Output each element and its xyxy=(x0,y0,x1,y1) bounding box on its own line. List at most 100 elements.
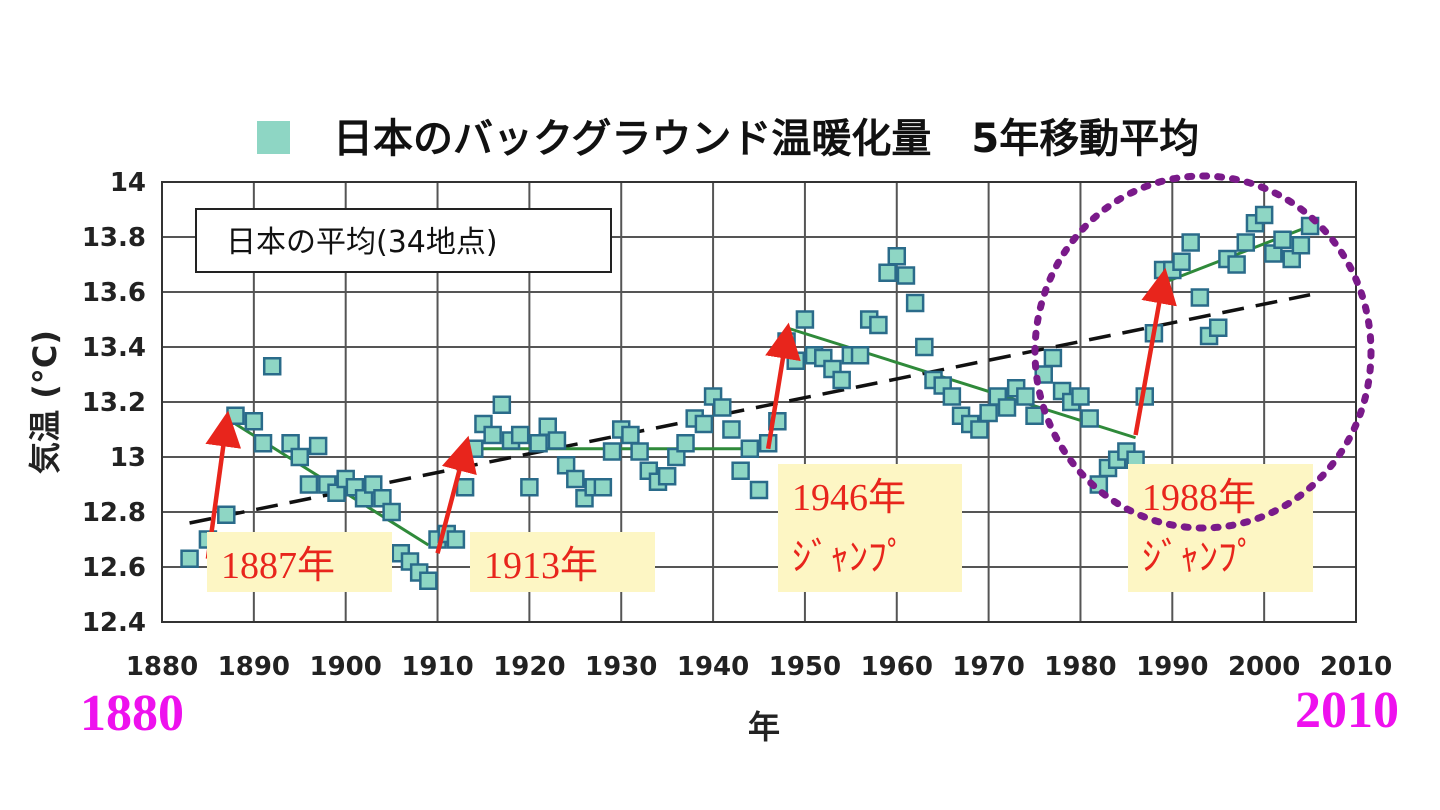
data-point xyxy=(1043,348,1063,368)
data-point xyxy=(1080,409,1099,428)
data-point xyxy=(465,439,484,458)
data-point xyxy=(602,442,622,461)
data-point xyxy=(1071,387,1090,406)
y-tick-label: 13.2 xyxy=(82,388,146,418)
data-point xyxy=(1208,318,1228,337)
data-point xyxy=(308,436,328,456)
highlight-circle xyxy=(1031,172,1375,532)
data-point xyxy=(547,431,567,450)
data-point xyxy=(630,442,649,461)
jump-arrow xyxy=(765,322,801,450)
data-point xyxy=(1236,233,1256,252)
x-tick-label: 1920 xyxy=(493,652,565,682)
data-point xyxy=(749,480,769,500)
x-tick-label: 1910 xyxy=(401,652,473,682)
y-tick-label: 13.4 xyxy=(82,333,146,363)
data-point xyxy=(896,266,916,285)
data-point xyxy=(713,398,732,417)
data-point xyxy=(1273,230,1292,249)
legend-marker xyxy=(257,121,290,154)
data-point xyxy=(483,425,502,445)
plot-frame xyxy=(161,181,1357,623)
y-tick-label: 13.8 xyxy=(82,223,146,253)
y-axis-label: 気温 (°C) xyxy=(26,330,64,474)
x-tick-label: 1950 xyxy=(769,652,841,682)
annotation-label: ｼﾞｬﾝﾌﾟ xyxy=(792,537,906,579)
data-point xyxy=(510,425,530,445)
data-point xyxy=(621,425,640,445)
y-tick-label: 13.6 xyxy=(82,278,146,308)
x-tick-label: 1900 xyxy=(310,652,382,682)
x-tick-label: 1880 xyxy=(126,652,198,682)
inset-label: 日本の平均(34地点) xyxy=(226,225,498,260)
annotation-label: 1988年 xyxy=(1142,477,1256,519)
x-axis-label: 年 xyxy=(748,708,780,746)
annotation-label-box xyxy=(778,464,962,592)
jump-arrow xyxy=(435,435,477,554)
data-point xyxy=(1190,288,1210,307)
x-tick-label: 1990 xyxy=(1136,652,1208,682)
data-point xyxy=(997,398,1017,417)
y-tick-label: 14 xyxy=(110,168,146,198)
data-point xyxy=(520,478,539,497)
data-point xyxy=(226,406,245,425)
data-point xyxy=(942,387,962,406)
y-tick-label: 12.6 xyxy=(82,553,146,583)
data-point xyxy=(529,434,548,453)
data-point xyxy=(419,571,438,590)
data-point xyxy=(1025,406,1044,425)
x-tick-label: 1980 xyxy=(1044,652,1116,682)
data-point xyxy=(566,469,585,489)
right-year-label: 2010 xyxy=(1295,682,1399,739)
data-point xyxy=(694,414,714,434)
data-point xyxy=(850,346,870,365)
y-tick-label: 13 xyxy=(110,443,146,473)
data-point xyxy=(1016,387,1035,406)
data-point xyxy=(676,434,695,453)
data-point xyxy=(731,461,750,480)
y-tick-label: 12.8 xyxy=(82,498,146,528)
left-year-label: 1880 xyxy=(80,685,184,742)
annotation-label-box xyxy=(470,532,655,592)
x-tick-label: 1930 xyxy=(585,652,657,682)
annotation-label: ｼﾞｬﾝﾌﾟ xyxy=(1142,537,1256,579)
data-point xyxy=(722,420,741,439)
x-tick-label: 2010 xyxy=(1320,652,1392,682)
x-tick-label: 2000 xyxy=(1228,652,1300,682)
y-tick-labels: 12.4 12.6 12.8 13 13.2 13.4 13.6 13.8 14 xyxy=(82,168,146,638)
data-point xyxy=(492,395,512,414)
data-point xyxy=(979,403,998,423)
data-point xyxy=(382,502,401,522)
data-point xyxy=(299,475,319,494)
x-tick-label: 1890 xyxy=(218,652,290,682)
data-point xyxy=(290,447,310,467)
data-point xyxy=(878,263,897,282)
data-point xyxy=(217,505,236,524)
annotation-label-box xyxy=(207,532,392,592)
jump-arrow xyxy=(1133,267,1177,436)
annotation-labels-layer: 1887年 1913年 1946年 ｼﾞｬﾝﾌﾟ 1988年 ｼﾞｬﾝﾌﾟ xyxy=(207,464,1313,592)
data-point xyxy=(740,439,760,458)
y-tick-label: 12.4 xyxy=(82,608,146,638)
data-point xyxy=(1181,233,1200,252)
data-point xyxy=(970,420,989,439)
data-point xyxy=(869,315,888,335)
data-point xyxy=(915,337,934,357)
data-point xyxy=(455,478,475,497)
x-tick-label: 1940 xyxy=(677,652,749,682)
data-point xyxy=(244,412,264,431)
inset-label-box xyxy=(195,208,612,273)
chart-title: 日本のバックグラウンド温暖化量 5年移動平均 xyxy=(333,116,1199,162)
annotation-label: 1913年 xyxy=(484,545,598,587)
data-point xyxy=(832,370,851,390)
x-tick-labels: 1880 1890 1900 1910 1920 1930 1940 1950 1960 1970… xyxy=(126,652,1392,682)
data-point xyxy=(446,530,466,549)
data-point xyxy=(887,247,907,266)
data-point xyxy=(786,351,805,370)
data-point xyxy=(795,310,815,329)
data-point xyxy=(253,434,273,453)
data-point xyxy=(1254,205,1274,225)
x-tick-label: 1960 xyxy=(861,652,933,682)
annotation-label: 1946年 xyxy=(792,477,906,519)
